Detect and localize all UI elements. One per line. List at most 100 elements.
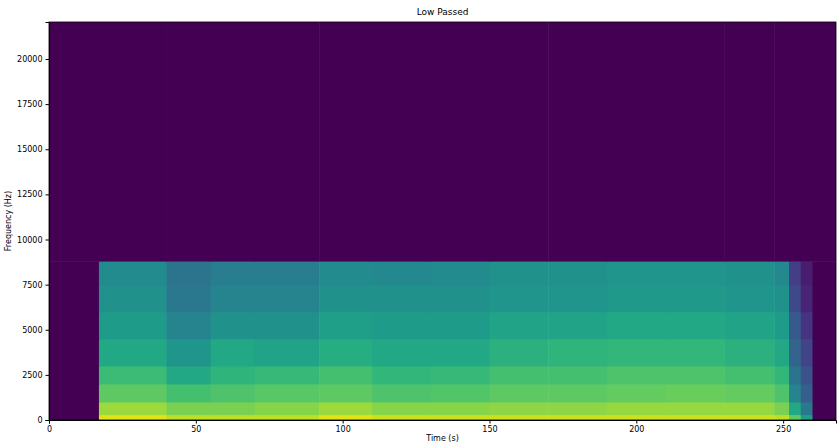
cell [789, 415, 801, 420]
cell [607, 384, 666, 403]
tick: 100 [336, 420, 351, 434]
tick-mark [46, 375, 50, 376]
y-axis: 02500500075001000012500150001750020000 [17, 23, 49, 426]
cell [813, 261, 836, 285]
cell [607, 415, 666, 420]
cell [813, 312, 836, 340]
tick-label: 250 [776, 425, 791, 434]
cell [99, 384, 167, 403]
cell [666, 22, 725, 262]
tick-mark [46, 149, 50, 150]
cell [789, 402, 801, 415]
tick-mark [46, 330, 50, 331]
cell [255, 261, 320, 285]
tick-mark [46, 59, 50, 60]
tick-label: 12500 [17, 190, 42, 199]
cell [49, 339, 99, 367]
tick: 250 [776, 420, 791, 434]
cell [166, 339, 211, 367]
cell [813, 415, 836, 420]
cell [319, 22, 372, 262]
cell [431, 22, 490, 262]
cell [724, 384, 774, 403]
cell [319, 285, 372, 313]
tick: 12500 [17, 190, 49, 199]
cell [166, 22, 211, 262]
cell [801, 22, 813, 262]
cell [813, 384, 836, 403]
cell [255, 415, 320, 420]
tick-mark [46, 104, 50, 105]
cell [666, 312, 725, 340]
cell [774, 402, 789, 415]
cell [789, 312, 801, 340]
cell [607, 339, 666, 367]
tick-label: 200 [629, 425, 644, 434]
cell [724, 415, 774, 420]
cell [607, 402, 666, 415]
tick-mark [343, 420, 344, 424]
cell [724, 285, 774, 313]
cell [813, 285, 836, 313]
cell [548, 384, 607, 403]
axis-line [50, 421, 837, 424]
cell [372, 339, 431, 367]
tick-label: 150 [482, 425, 497, 434]
tick-mark [46, 420, 50, 421]
cell [489, 339, 548, 367]
cell [166, 312, 211, 340]
cell [431, 415, 490, 420]
cell [724, 261, 774, 285]
cell [801, 415, 813, 420]
cell [49, 366, 99, 385]
cell [431, 384, 490, 403]
cell [255, 339, 320, 367]
cell [801, 312, 813, 340]
cell [774, 261, 789, 285]
plot-frame [49, 22, 836, 420]
cell [607, 312, 666, 340]
tick: 10000 [17, 236, 49, 245]
cell [548, 339, 607, 367]
cell [724, 402, 774, 415]
cell [211, 366, 256, 385]
cell [255, 22, 320, 262]
x-axis-title: Time (s) [425, 434, 459, 443]
cell [372, 285, 431, 313]
tick-mark [636, 420, 637, 424]
tick: 0 [37, 416, 49, 425]
cell [607, 366, 666, 385]
cell [372, 312, 431, 340]
tick-label: 7500 [22, 281, 42, 290]
cell [666, 261, 725, 285]
tick-label: 15000 [17, 145, 42, 154]
axis-line [46, 23, 50, 421]
cell [666, 415, 725, 420]
x-axis: 050100150200250 [47, 420, 837, 434]
cell [166, 285, 211, 313]
cell [774, 285, 789, 313]
cell [99, 402, 167, 415]
cell [319, 366, 372, 385]
cell [489, 22, 548, 262]
tick: 0 [47, 420, 52, 434]
cell [166, 261, 211, 285]
tick-mark [489, 420, 490, 424]
cell [774, 312, 789, 340]
cell [431, 261, 490, 285]
y-axis-title: Frequency (Hz) [4, 191, 13, 251]
cell [319, 402, 372, 415]
cell [789, 22, 801, 262]
cell [166, 415, 211, 420]
tick: 5000 [22, 326, 49, 335]
cell [489, 312, 548, 340]
chart: 0501001502002500250050007500100001250015… [0, 0, 840, 444]
tick-mark [196, 420, 197, 424]
cell [49, 312, 99, 340]
tick-label: 2500 [22, 371, 42, 380]
title: Low Passed [417, 7, 469, 17]
tick-mark [46, 240, 50, 241]
cell [166, 366, 211, 385]
cell [607, 22, 666, 262]
cell [49, 415, 99, 420]
